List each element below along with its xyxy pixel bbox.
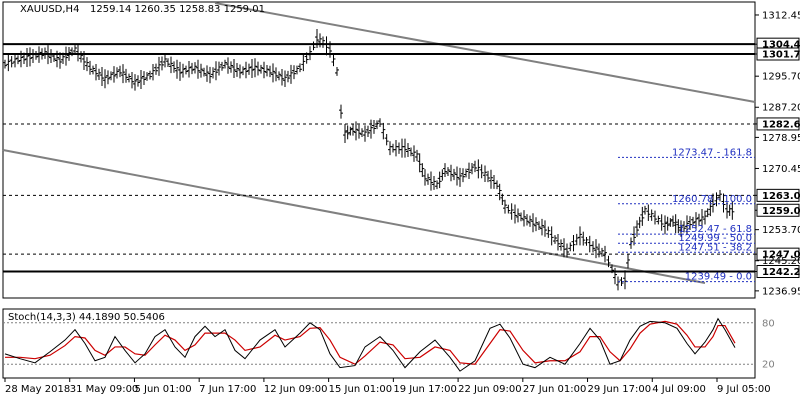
indicator-label: Stoch(14,3,3) 44.1890 50.5406 — [8, 312, 165, 323]
price-tick-label-7: 1270.45 — [762, 164, 800, 175]
fib-label-4: 1247.51 - 38.2 — [678, 242, 752, 253]
price-tick-label-4: 1287.20 — [762, 103, 800, 114]
price-tick-label-3: 1295.70 — [762, 72, 800, 83]
time-axis: 28 May 2018 31 May 09:005 Jun 01:00 7 Jun … — [4, 378, 771, 395]
indicator-level-label-0: 80 — [762, 318, 775, 329]
price-tick-label-0: 1312.45 — [762, 10, 800, 21]
price-tick-label-2: 1301.77 — [762, 50, 800, 61]
price-tick-label-1: 1304.46 — [762, 40, 800, 51]
indicator-panel: 80 20 Stoch(14,3,3) 44.1890 50.5406 — [2, 308, 775, 379]
time-tick-label-0: 28 May 2018 — [5, 384, 70, 395]
price-tag-box-5 — [756, 117, 800, 131]
price-tick-label-9: 1259.01 — [762, 206, 800, 217]
time-tick-label-5: 15 Jun 01:00 — [329, 384, 393, 395]
fib-label-3: 1249.99 - 50.0 — [678, 233, 752, 244]
price-tag-box-11 — [756, 247, 800, 261]
price-axis: 1312.45 1304.461301.77 1295.70 1287.20 1282.… — [755, 10, 800, 297]
time-tick-label-2: 5 Jun 01:00 — [134, 384, 191, 395]
price-tick-label-12: 1245.20 — [762, 256, 800, 267]
price-tick-label-6: 1278.95 — [762, 133, 800, 144]
main-panel — [2, 1, 756, 299]
time-tick-label-7: 22 Jun 09:00 — [458, 384, 522, 395]
indicator-level-label-1: 20 — [762, 360, 775, 371]
ohlc-readout: 1259.14 1260.35 1258.83 1259.01 — [90, 4, 265, 15]
channel-lower-line — [2, 149, 706, 284]
time-tick-label-1: 31 May 09:00 — [70, 384, 139, 395]
stoch-signal-line — [5, 320, 736, 365]
time-tick-label-4: 12 Jun 09:00 — [264, 384, 328, 395]
time-tick-label-8: 27 Jun 01:00 — [523, 384, 587, 395]
price-tag-box-2 — [756, 47, 800, 61]
price-tick-label-10: 1253.70 — [762, 225, 800, 236]
fib-label-1: 1260.78 - 100.0 — [672, 194, 752, 205]
fib-label-0: 1273.47 - 161.8 — [672, 147, 752, 158]
price-tag-box-9 — [756, 203, 800, 217]
time-tick-label-10: 4 Jul 09:00 — [652, 384, 706, 395]
price-tick-label-8: 1263.09 — [762, 191, 800, 202]
channel-upper-line — [214, 2, 756, 103]
price-tag-box-13 — [756, 265, 800, 279]
price-tick-label-5: 1282.63 — [762, 119, 800, 130]
fib-label-2: 1252.47 - 61.8 — [678, 224, 752, 235]
time-tick-label-9: 29 Jun 17:00 — [588, 384, 652, 395]
time-tick-label-11: 9 Jul 05:00 — [717, 384, 771, 395]
main-frame — [2, 1, 756, 299]
price-tag-box-8 — [756, 188, 800, 202]
price-tick-label-11: 1247.00 — [762, 250, 800, 261]
time-tick-label-3: 7 Jun 17:00 — [199, 384, 256, 395]
time-tick-label-6: 19 Jun 17:00 — [393, 384, 457, 395]
stoch-main-line — [4, 317, 736, 372]
main-overlay: 1273.47 - 161.8 1260.78 - 100.0 1252.47 - … — [618, 147, 755, 283]
price-tick-label-13: 1242.25 — [762, 267, 800, 278]
price-tick-label-14: 1236.95 — [762, 286, 800, 297]
fib-label-5: 1239.49 - 0.0 — [685, 272, 752, 283]
symbol-label: XAUUSD,H4 — [20, 4, 79, 15]
